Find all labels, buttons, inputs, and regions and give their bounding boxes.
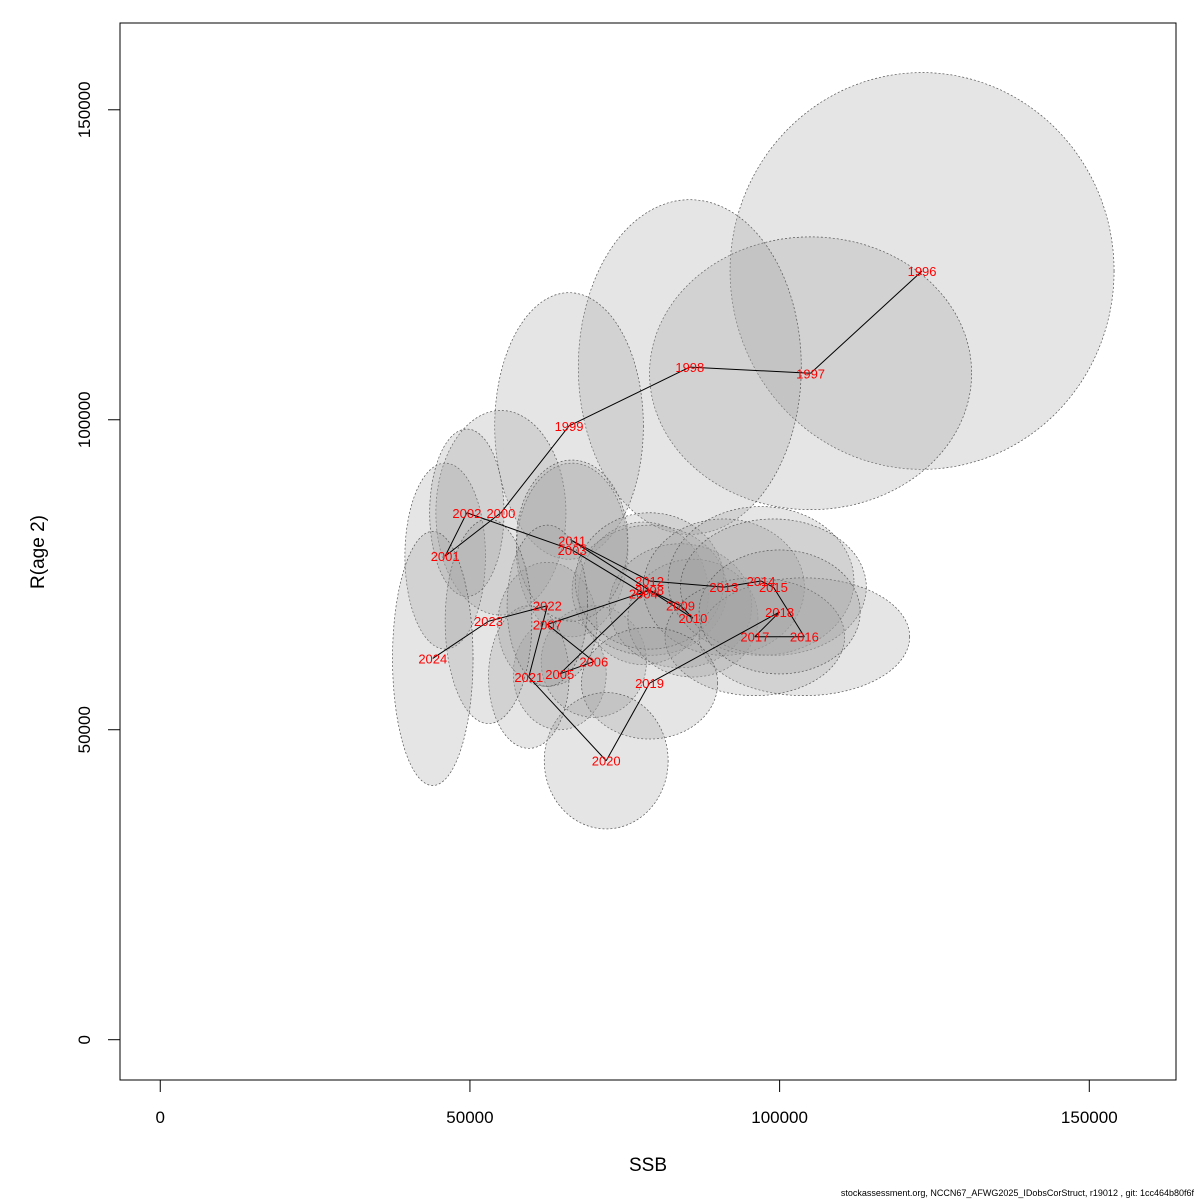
year-label-2010: 2010: [678, 611, 707, 626]
year-label-2008: 2008: [635, 583, 664, 598]
year-label-2017: 2017: [740, 630, 769, 645]
segment-2018-2019: [649, 611, 780, 684]
year-label-2007: 2007: [533, 617, 562, 632]
year-label-2014: 2014: [747, 574, 776, 589]
year-label-2023: 2023: [474, 614, 503, 629]
year-labels: 1996 1997 1998 1999 2000 2001 2002 2003 2004 2005…: [418, 264, 936, 769]
year-label-2021: 2021: [514, 670, 543, 685]
year-label-2019: 2019: [635, 676, 664, 691]
year-label-1997: 1997: [796, 366, 825, 381]
x-tick-label-0: 0: [156, 1108, 165, 1127]
segment-2022-2023: [488, 605, 548, 622]
segment-2011-2012: [571, 540, 650, 582]
year-label-2011: 2011: [558, 534, 586, 549]
segment-2010-2011: [571, 540, 694, 619]
year-label-2012: 2012: [635, 574, 664, 589]
year-label-2003: 2003: [558, 543, 587, 558]
segment-2002-2003: [466, 512, 573, 551]
year-label-2020: 2020: [592, 754, 621, 769]
segment-2008-2009: [649, 589, 681, 607]
segment-2003-2004: [571, 549, 644, 594]
y-axis-label: R(age 2): [28, 515, 49, 589]
segment-2004-2005: [559, 592, 644, 675]
year-label-2001: 2001: [431, 549, 460, 564]
x-tick-label-150000: 150000: [1061, 1108, 1118, 1127]
segment-1998-1999: [568, 366, 691, 427]
year-label-2013: 2013: [709, 580, 738, 595]
footer-credit: stockassessment.org, NCCN67_AFWG2025_IDo…: [841, 1188, 1195, 1198]
year-label-2022: 2022: [533, 599, 562, 614]
segment-2013-2014: [723, 580, 762, 588]
year-label-2015: 2015: [759, 580, 788, 595]
segment-2005-2006: [559, 661, 594, 675]
segment-2006-2007: [547, 623, 595, 662]
year-label-2016: 2016: [790, 630, 819, 645]
segment-1996-1997: [810, 270, 923, 374]
y-tick-label-0: 0: [75, 1035, 94, 1044]
x-axis-label: SSB: [629, 1155, 667, 1176]
segment-2000-2001: [444, 512, 502, 557]
y-tick-label-150000: 150000: [75, 81, 94, 138]
year-label-2002: 2002: [452, 506, 481, 521]
year-label-2000: 2000: [486, 506, 515, 521]
year-label-2024: 2024: [418, 651, 447, 666]
year-label-1996: 1996: [908, 264, 937, 279]
segment-2001-2002: [444, 512, 468, 557]
confidence-ellipses: [392, 72, 1115, 830]
y-tick-label-50000: 50000: [75, 706, 94, 753]
x-tick-label-100000: 100000: [751, 1108, 808, 1127]
segment-2015-2016: [772, 586, 805, 638]
segment-2007-2008: [547, 589, 650, 625]
year-label-2005: 2005: [545, 667, 574, 682]
year-label-1999: 1999: [555, 419, 584, 434]
segment-2009-2010: [680, 605, 694, 619]
y-tick-label-100000: 100000: [75, 391, 94, 448]
segment-2017-2018: [754, 611, 780, 638]
year-label-2006: 2006: [579, 655, 608, 670]
segment-2023-2024: [432, 620, 489, 659]
year-label-2009: 2009: [666, 599, 695, 614]
x-tick-label-50000: 50000: [446, 1108, 493, 1127]
segment-1997-1998: [689, 366, 811, 374]
x-axis: 0 50000 100000 150000: [156, 1079, 1118, 1127]
year-label-2018: 2018: [765, 605, 794, 620]
segment-1999-2000: [500, 425, 570, 514]
segment-2014-2015: [760, 580, 774, 588]
segment-2021-2022: [528, 605, 548, 678]
y-axis: 0 50000 100000 150000: [75, 81, 121, 1044]
segment-2020-2021: [528, 676, 607, 762]
trajectory-lines: [432, 270, 923, 762]
segment-2012-2013: [649, 580, 724, 588]
year-label-1998: 1998: [675, 360, 704, 375]
segment-2019-2020: [605, 682, 650, 761]
year-label-2004: 2004: [629, 586, 658, 601]
